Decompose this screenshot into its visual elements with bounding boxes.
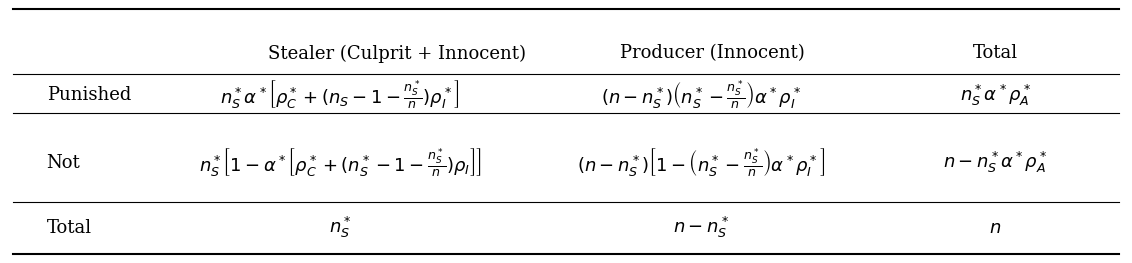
Text: Punished: Punished <box>46 86 131 104</box>
Text: $(n - n_S^*)\left[1 - \left(n_S^* - \frac{n_S^*}{n}\right)\alpha^*\rho_I^*\right: $(n - n_S^*)\left[1 - \left(n_S^* - \fra… <box>577 147 825 179</box>
Text: $n_S^*$: $n_S^*$ <box>329 215 351 240</box>
Text: $n$: $n$ <box>989 219 1001 237</box>
Text: Stealer (Culprit + Innocent): Stealer (Culprit + Innocent) <box>267 44 525 63</box>
Text: $(n - n_S^*)\left(n_S^* - \frac{n_S^*}{n}\right)\alpha^*\rho_I^*$: $(n - n_S^*)\left(n_S^* - \frac{n_S^*}{n… <box>601 79 801 112</box>
Text: $n_S^*\left[1 - \alpha^*\left[\rho_C^* + (n_S^* - 1 - \frac{n_S^*}{n})\rho_I\rig: $n_S^*\left[1 - \alpha^*\left[\rho_C^* +… <box>198 147 482 179</box>
Text: $n_S^*\alpha^*\left[\rho_C^* + (n_S - 1 - \frac{n_S^*}{n})\rho_I^*\right]$: $n_S^*\alpha^*\left[\rho_C^* + (n_S - 1 … <box>221 79 460 111</box>
Text: Producer (Innocent): Producer (Innocent) <box>620 44 805 62</box>
Text: Total: Total <box>972 44 1018 62</box>
Text: $n_S^*\alpha^*\rho_A^*$: $n_S^*\alpha^*\rho_A^*$ <box>960 83 1030 108</box>
Text: $n - n_S^*\alpha^*\rho_A^*$: $n - n_S^*\alpha^*\rho_A^*$ <box>943 150 1047 175</box>
Text: $n - n_S^*$: $n - n_S^*$ <box>674 215 729 240</box>
Text: Total: Total <box>46 219 92 237</box>
Text: Not: Not <box>46 154 80 172</box>
